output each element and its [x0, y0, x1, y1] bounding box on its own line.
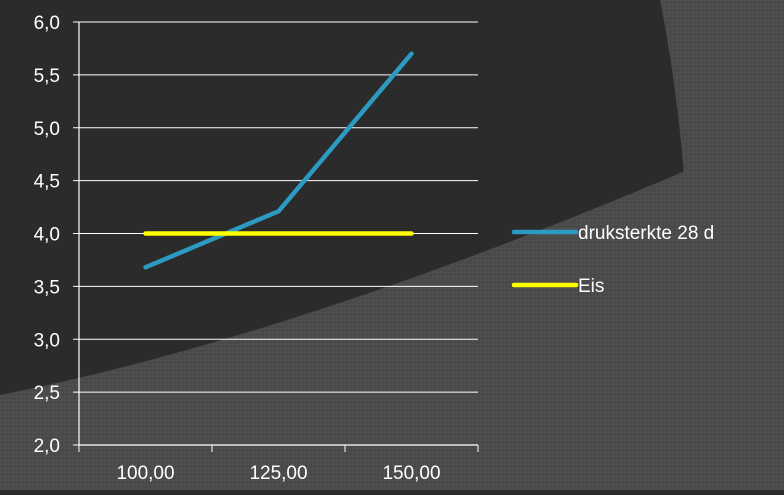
legend-label: Eis [578, 276, 604, 297]
y-tick-label: 4,5 [34, 172, 60, 193]
y-tick-label: 5,0 [34, 119, 60, 140]
x-tick-label: 125,00 [249, 463, 307, 484]
y-tick-label: 3,0 [34, 330, 60, 351]
x-axis-tick-labels: 100,00 125,00 150,00 [116, 463, 440, 484]
x-tick-label: 150,00 [382, 463, 440, 484]
legend-label: druksterkte 28 d [578, 223, 714, 244]
y-tick-label: 3,5 [34, 277, 60, 298]
y-tick-label: 5,5 [34, 66, 60, 87]
y-tick-label: 4,0 [34, 225, 60, 246]
y-tick-label: 2,5 [34, 383, 60, 404]
y-tick-label: 2,0 [34, 436, 60, 457]
x-tick-label: 100,00 [116, 463, 174, 484]
y-axis-tick-labels: 2,0 2,5 3,0 3,5 4,0 4,5 5,0 5,5 6,0 [34, 13, 60, 457]
y-tick-label: 6,0 [34, 13, 60, 34]
